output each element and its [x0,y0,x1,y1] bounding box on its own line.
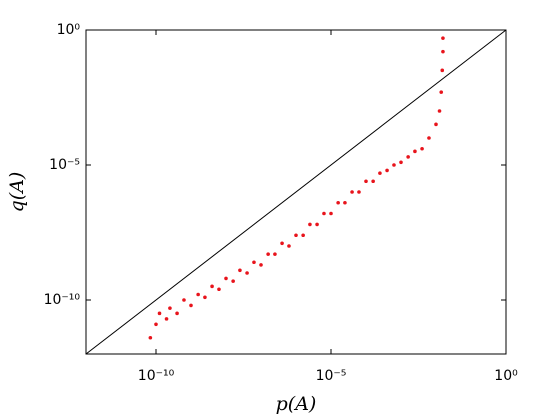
point [210,284,214,289]
point [413,149,417,154]
point [364,179,368,184]
point [203,295,207,300]
point [315,222,319,227]
x-tick-label: 10⁰ [494,368,518,384]
point [357,190,361,194]
point [287,244,291,248]
point [164,317,169,321]
point [245,271,249,275]
point [322,211,326,216]
y-tick-label: 10⁻¹⁰ [44,292,81,308]
point [385,168,389,173]
point [440,68,445,73]
point [441,49,445,54]
point [434,122,438,127]
point [406,155,410,159]
point [427,136,431,140]
point [189,303,193,308]
point [437,109,442,113]
point [294,233,298,238]
plot-frame [85,29,507,355]
point [441,36,445,40]
point [308,222,312,227]
point [280,241,284,246]
point [238,268,242,273]
point [350,190,354,194]
point [343,200,347,205]
point [371,179,375,184]
x-tick-label: 10⁻¹⁰ [138,368,175,384]
point [175,311,179,316]
point [336,200,340,205]
point [148,335,153,340]
point [182,298,186,302]
point [217,287,221,292]
y-tick-label: 10⁰ [57,22,81,38]
y-axis-label: q(A) [6,172,28,213]
point [154,322,158,327]
point [301,233,305,238]
point [329,211,333,216]
point [420,146,424,151]
point [157,311,162,316]
point [252,260,256,265]
x-axis-label: p(A) [276,393,317,415]
reference-line [85,29,507,355]
point [168,306,172,310]
point [196,292,200,297]
point [231,279,235,283]
point [439,90,444,94]
point [273,252,277,256]
point [224,276,228,281]
point [259,263,263,267]
point [392,163,396,167]
point [399,160,403,165]
y-tick-label: 10⁻⁵ [49,157,80,173]
point [266,252,270,256]
point [378,171,382,175]
x-tick-label: 10⁻⁵ [316,368,347,384]
